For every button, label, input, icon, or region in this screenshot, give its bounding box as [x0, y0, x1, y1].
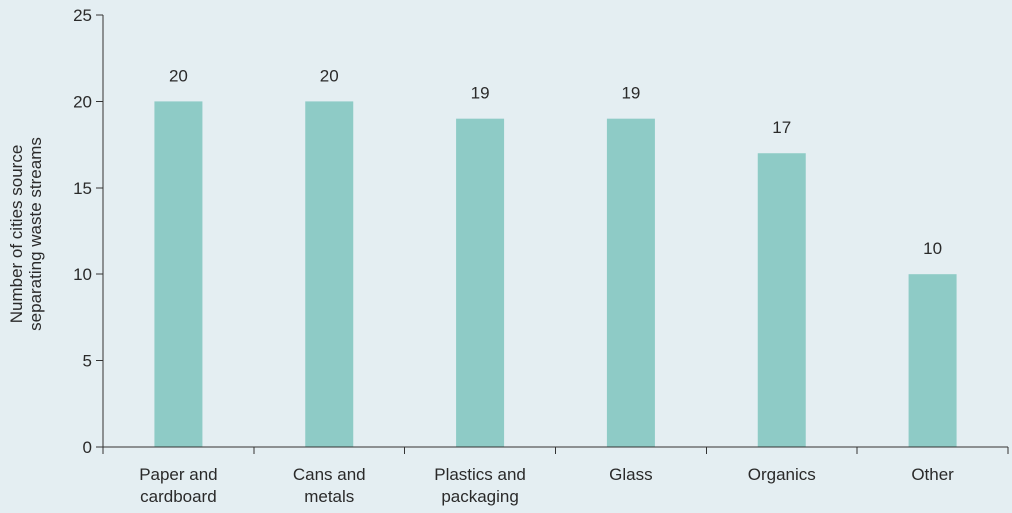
- bars-group: [154, 101, 957, 448]
- x-category-label-3: Glass: [609, 465, 652, 484]
- x-category-label-4: Organics: [748, 465, 816, 484]
- x-category-label-2: Plastics and packaging: [434, 465, 526, 506]
- bar-1: [305, 101, 354, 448]
- data-label-3: 19: [621, 84, 640, 103]
- y-tick-label-1: 5: [83, 352, 92, 371]
- y-tick-label-3: 15: [73, 179, 92, 198]
- y-tick-label-5: 25: [73, 6, 92, 25]
- y-tick-label-0: 0: [83, 438, 92, 457]
- x-category-label-0: Paper and cardboard: [139, 465, 217, 506]
- bar-5: [908, 274, 957, 447]
- data-label-1: 20: [320, 66, 339, 85]
- data-label-5: 10: [923, 239, 942, 258]
- data-label-0: 20: [169, 66, 188, 85]
- x-category-label-5: Other: [911, 465, 954, 484]
- bar-2: [456, 118, 505, 448]
- x-category-label-1: Cans and metals: [293, 465, 366, 506]
- data-labels-group: 20 20 19 19 17 10: [169, 66, 942, 258]
- y-axis-title-line-1: Number of cities source: [7, 145, 26, 324]
- y-axis: 0 5 10 15 20 25: [73, 6, 104, 457]
- y-axis-title: Number of cities source separating waste…: [7, 137, 45, 331]
- bar-4: [757, 153, 806, 448]
- y-tick-label-4: 20: [73, 92, 92, 111]
- x-axis: Paper and cardboard Cans and metals Plastics…: [102, 446, 1009, 506]
- data-label-2: 19: [471, 84, 490, 103]
- bar-0: [154, 101, 203, 448]
- y-tick-label-2: 10: [73, 265, 92, 284]
- data-label-4: 17: [772, 118, 791, 137]
- bar-3: [606, 118, 655, 448]
- y-axis-title-line-2: separating waste streams: [26, 137, 45, 331]
